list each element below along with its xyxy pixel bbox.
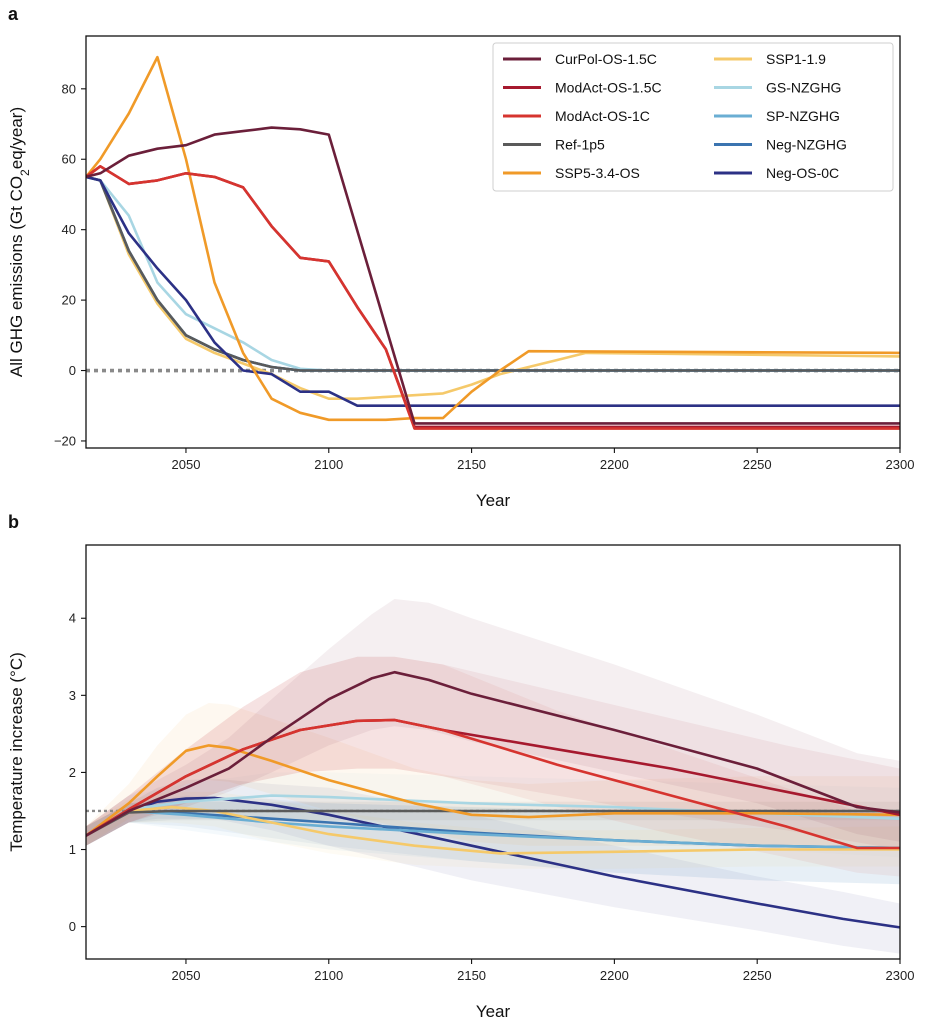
- panel-a-frame: [85, 35, 901, 449]
- line-ssp5-3-4-os: [86, 744, 900, 837]
- panel-b-x-axis-label: Year: [476, 1002, 511, 1021]
- panel-a-emissions-chart: a 2050 2100 2150 2200 2250 2300 −20020406080 …: [7, 4, 914, 510]
- panel-a-y-axis-label: All GHG emissions (Gt CO2eq/year): [7, 107, 32, 377]
- y-tick-label: 40: [62, 222, 76, 237]
- x-tick-label: 2100: [314, 968, 343, 983]
- panel-b-uncertainty-bands: [86, 599, 900, 954]
- legend-label-neg-nzghg: Neg-NZGHG: [766, 137, 847, 153]
- legend-label-ref-1p5: Ref-1p5: [555, 137, 605, 153]
- line-curpol-os-1-5c: [86, 126, 900, 425]
- legend-label-neg-os-0c: Neg-OS-0C: [766, 165, 839, 181]
- panel-b-x-ticks: 2050 2100 2150 2200 2250 2300: [172, 959, 915, 983]
- legend-label-sp-nzghg: SP-NZGHG: [766, 108, 840, 124]
- panel-a-y-ticks: −20 0 20 40 60 80: [54, 81, 86, 448]
- x-tick-label: 2300: [886, 457, 915, 472]
- x-tick-label: 2250: [743, 457, 772, 472]
- panel-a-y-axis-label-part2: eq/year): [7, 107, 26, 169]
- x-tick-label: 2250: [743, 968, 772, 983]
- x-tick-label: 2150: [457, 457, 486, 472]
- panel-b-plot-area: [86, 545, 900, 959]
- y-tick-label: 60: [62, 152, 76, 167]
- x-tick-label: 2100: [314, 457, 343, 472]
- band-modact-os-1c: [86, 656, 900, 877]
- panel-b-frame: [85, 544, 901, 960]
- legend-label-curpol-os-1-5c: CurPol-OS-1.5C: [555, 51, 657, 67]
- panel-a-y-axis-label-part1: All GHG emissions (Gt CO: [7, 176, 26, 377]
- line-modact-os-1c: [86, 718, 900, 850]
- line-modact-os-1c: [86, 165, 900, 430]
- x-tick-label: 2050: [172, 968, 201, 983]
- legend-box: [492, 42, 894, 192]
- panel-a-series-lines: [86, 55, 900, 430]
- y-tick-label: 3: [69, 688, 76, 703]
- x-tick-label: 2050: [172, 457, 201, 472]
- panel-b-y-axis-label: Temperature increase (°C): [7, 652, 26, 852]
- y-tick-label: 0: [69, 363, 76, 378]
- panel-b-letter: b: [8, 512, 19, 532]
- y-tick-label: 20: [62, 293, 76, 308]
- legend-label-modact-os-1-5c: ModAct-OS-1.5C: [555, 80, 662, 96]
- panel-a-letter: a: [8, 4, 19, 24]
- panel-b-temperature-chart: b 2050 2100 2150 2200 2250 2300 0 1 2 3 4 Year Te…: [7, 512, 914, 1021]
- band-neg-nzghg: [86, 795, 900, 885]
- panel-a-y-axis-label-subscript: 2: [18, 169, 32, 176]
- x-tick-label: 2200: [600, 968, 629, 983]
- x-tick-label: 2150: [457, 968, 486, 983]
- x-tick-label: 2200: [600, 457, 629, 472]
- y-tick-label: −20: [54, 433, 76, 448]
- panel-a-x-axis-label: Year: [476, 491, 511, 510]
- line-curpol-os-1-5c: [86, 670, 900, 837]
- panel-b-y-ticks: 0 1 2 3 4: [69, 611, 86, 934]
- legend-label-ssp1-1-9: SSP1-1.9: [766, 51, 826, 67]
- y-tick-label: 1: [69, 842, 76, 857]
- panel-b-series-lines: [86, 670, 900, 929]
- legend-label-modact-os-1c: ModAct-OS-1C: [555, 108, 650, 124]
- legend-label-gs-nzghg: GS-NZGHG: [766, 80, 841, 96]
- panel-a-x-ticks: 2050 2100 2150 2200 2250 2300: [172, 448, 915, 472]
- band-curpol-os-1-5c: [86, 599, 900, 846]
- y-tick-label: 2: [69, 765, 76, 780]
- panel-a-legend: CurPol-OS-1.5C ModAct-OS-1.5C ModAct-OS-1C…: [492, 42, 894, 192]
- line-neg-os-0c: [86, 175, 900, 408]
- y-tick-label: 0: [69, 919, 76, 934]
- band-neg-os-0c: [86, 778, 900, 954]
- legend-label-ssp5-3-4-os: SSP5-3.4-OS: [555, 165, 640, 181]
- y-tick-label: 80: [62, 81, 76, 96]
- line-ref-1p5: [86, 175, 900, 372]
- line-ssp5-3-4-os: [86, 55, 900, 422]
- line-ssp1-1-9: [86, 805, 900, 855]
- y-tick-label: 4: [69, 611, 76, 626]
- x-tick-label: 2300: [886, 968, 915, 983]
